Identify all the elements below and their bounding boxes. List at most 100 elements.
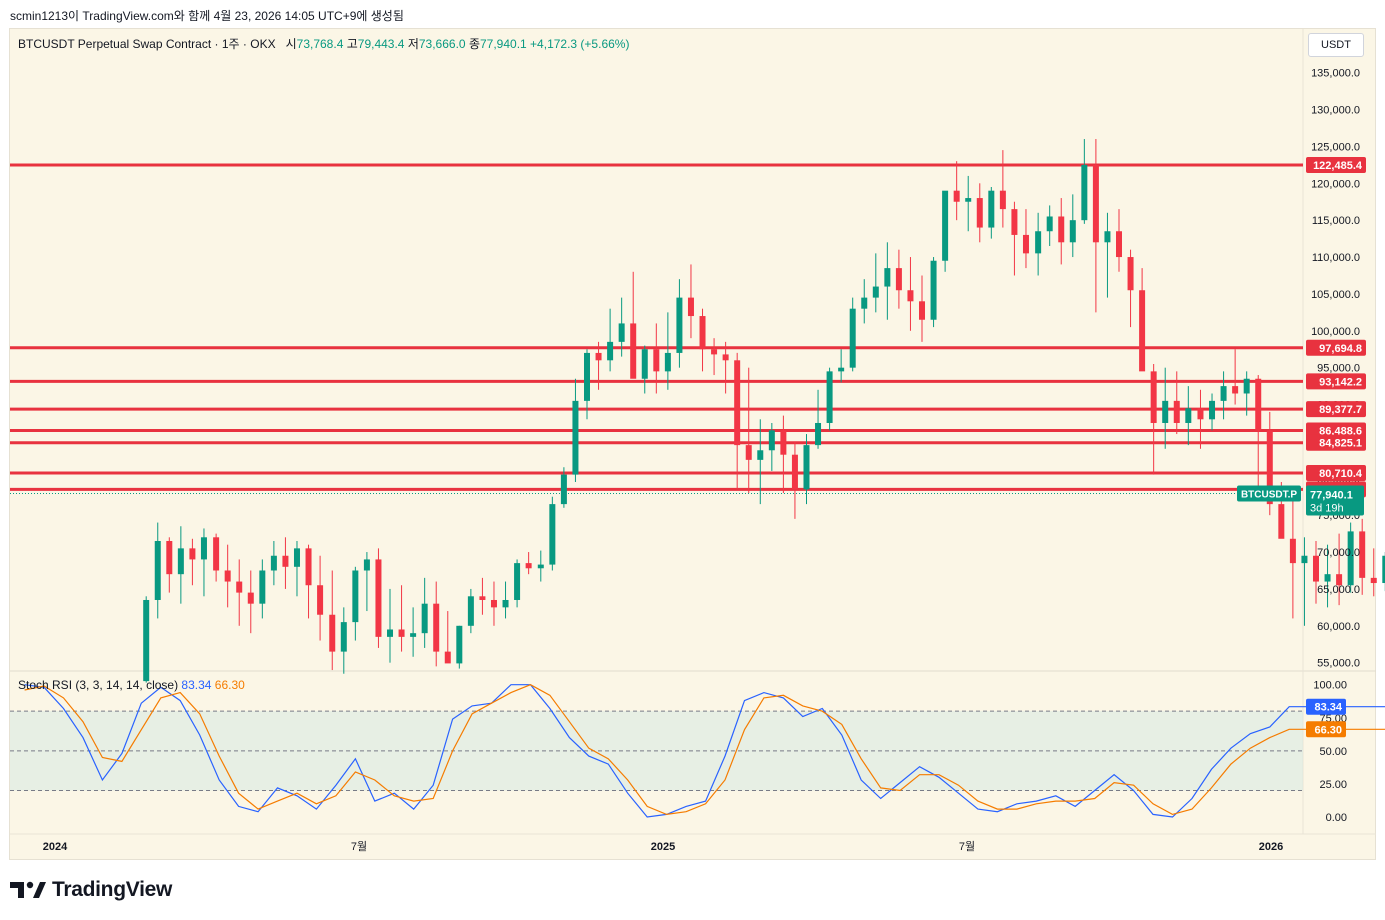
- candle-down: [189, 538, 196, 586]
- candle-body: [200, 537, 207, 560]
- candle-up: [200, 528, 207, 597]
- candle-up: [1046, 205, 1053, 246]
- candle-body: [560, 474, 567, 505]
- candle-body: [1278, 504, 1285, 539]
- level-price-label: 86,488.6: [1306, 422, 1366, 439]
- candle-body: [1150, 371, 1157, 423]
- candle-body: [224, 570, 231, 582]
- candle-up: [872, 253, 879, 313]
- candle-body: [1347, 531, 1354, 586]
- candle-body: [1301, 555, 1308, 564]
- candle-body: [282, 555, 289, 567]
- stoch-rsi-label-text: 83.34: [1314, 702, 1342, 714]
- candle-down: [1116, 209, 1122, 272]
- candle-up: [270, 540, 277, 586]
- candle-up: [1035, 212, 1042, 276]
- candle-body: [525, 563, 532, 569]
- candle-up: [838, 349, 845, 383]
- candle-down: [247, 570, 254, 634]
- candle-down: [1289, 493, 1296, 619]
- candle-down: [1370, 548, 1377, 597]
- candle-down: [1139, 268, 1146, 372]
- candle-down: [305, 544, 312, 619]
- rsi-tick-label: 0.00: [1326, 812, 1347, 824]
- high-value: 79,443.4: [357, 37, 405, 51]
- symbol-price-tag-bg: [1237, 485, 1301, 502]
- low-label: 저: [407, 37, 419, 51]
- candle-body: [1359, 531, 1366, 578]
- level-price-label: 84,825.1: [1306, 434, 1366, 451]
- candle-up: [549, 496, 556, 571]
- candle-body: [745, 445, 752, 460]
- chart-caption: scmin1213이 TradingView.com와 함께 4월 23, 20…: [10, 9, 404, 23]
- price-labels: 122,485.4 97,694.8 93,142.2 89,377.7 86,488.…: [1237, 156, 1366, 738]
- currency-button[interactable]: USDT: [1308, 33, 1364, 57]
- current-price-label-bg: [1306, 485, 1364, 516]
- candle-body: [999, 190, 1006, 210]
- candle-up: [861, 279, 868, 324]
- candle-body: [1116, 231, 1122, 258]
- candle-body: [838, 367, 845, 372]
- candle-up: [143, 596, 150, 683]
- candle-body: [1220, 386, 1227, 401]
- candle-down: [699, 308, 706, 372]
- candle-up: [1081, 139, 1088, 224]
- current-price-label: 77,940.13d 19h: [1306, 485, 1364, 516]
- stoch-rsi-label-bg: [1306, 721, 1346, 738]
- level-price-label-bg: [1306, 373, 1366, 390]
- candle-up: [1324, 544, 1331, 608]
- level-price-label: 80,710.4: [1306, 465, 1366, 482]
- candle-down: [1173, 371, 1180, 435]
- price-axis: 135,000.0 130,000.0 125,000.0 120,000.0 115,…: [1311, 68, 1360, 824]
- candle-down: [780, 415, 787, 494]
- candle-body: [537, 564, 544, 569]
- candle-body: [490, 599, 497, 608]
- candle-body: [421, 603, 428, 634]
- stoch-rsi-title: Stoch RSI (3, 3, 14, 14, close): [18, 678, 179, 692]
- candle-body: [352, 570, 359, 623]
- candle-down: [1011, 201, 1018, 276]
- candle-body: [1069, 220, 1076, 243]
- candle-down: [236, 559, 243, 626]
- candle-down: [1197, 389, 1204, 449]
- candle-up: [757, 419, 764, 505]
- stoch-rsi-d-line: [24, 684, 1385, 816]
- candle-up: [965, 175, 972, 232]
- level-price-label: 97,694.8: [1306, 339, 1366, 356]
- candle-up: [607, 308, 614, 372]
- candle-up: [1185, 386, 1192, 446]
- candle-up: [572, 378, 579, 482]
- candle-up: [618, 297, 625, 357]
- rsi-tick-label: 25.00: [1319, 779, 1347, 791]
- stoch-rsi-legend[interactable]: Stoch RSI (3, 3, 14, 14, close) 83.34 66…: [18, 678, 245, 692]
- candle-body: [687, 297, 694, 317]
- candle-body: [410, 633, 417, 637]
- candle-body: [618, 323, 625, 342]
- candle-up: [1104, 212, 1111, 298]
- candle-body: [387, 629, 394, 637]
- candle-body: [1232, 386, 1239, 394]
- candle-body: [826, 371, 833, 423]
- candle-down: [745, 367, 752, 494]
- candle-up: [467, 588, 474, 634]
- candle-up: [1243, 371, 1250, 416]
- symbol-legend[interactable]: BTCUSDT Perpetual Swap Contract · 1주 · O…: [18, 35, 629, 52]
- time-tick-label: 7월: [959, 840, 975, 853]
- candle-body: [1255, 378, 1262, 431]
- candle-down: [953, 161, 960, 221]
- candle-up: [664, 312, 671, 390]
- rsi-band: [10, 710, 1303, 792]
- candle-up: [1347, 522, 1354, 593]
- level-price-label-bg: [1306, 156, 1366, 173]
- candle-body: [942, 190, 949, 261]
- candle-up: [259, 559, 266, 619]
- candle-down: [976, 183, 983, 243]
- candle-up: [410, 607, 417, 657]
- candle-body: [734, 360, 741, 446]
- candle-up: [1209, 393, 1216, 431]
- candle-body: [166, 540, 173, 575]
- candle-body: [676, 297, 683, 353]
- rsi-lines: [24, 684, 1385, 818]
- support-resistance-levels: [10, 163, 1303, 494]
